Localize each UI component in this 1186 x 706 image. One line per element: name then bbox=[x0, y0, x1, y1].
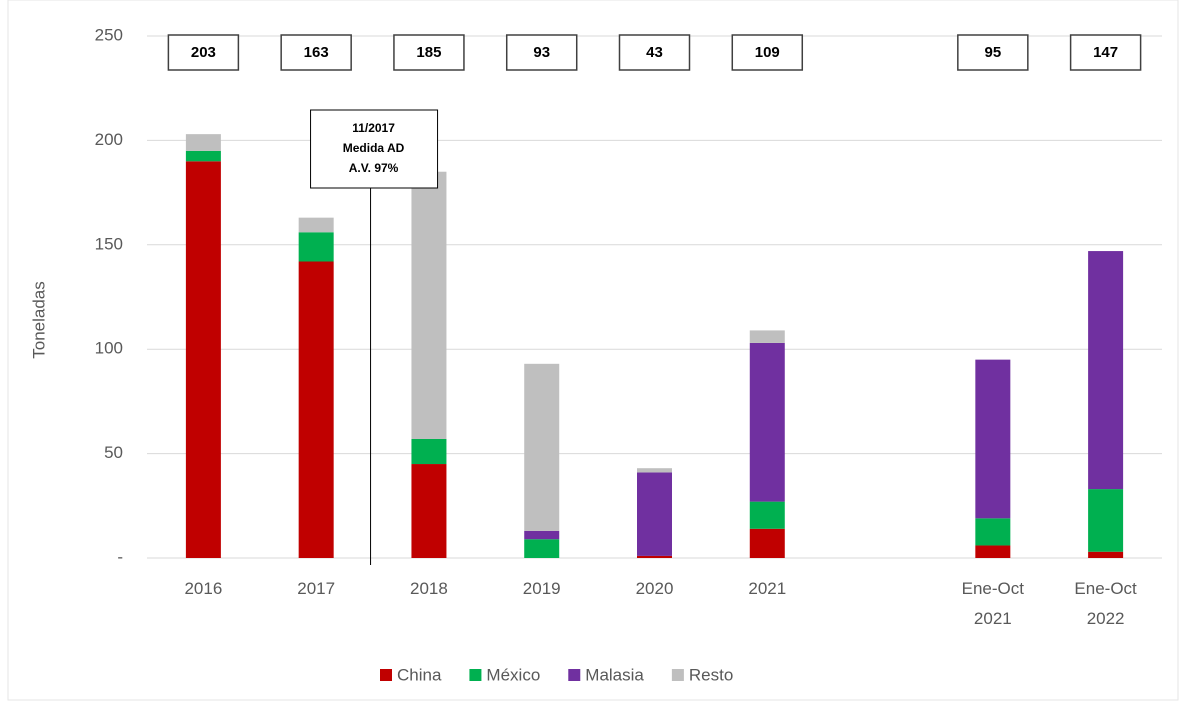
y-tick-label: 100 bbox=[95, 339, 123, 358]
bar-segment bbox=[298, 261, 334, 558]
bar-segment bbox=[637, 555, 672, 558]
y-tick-label: 150 bbox=[95, 234, 123, 253]
legend-swatch bbox=[380, 669, 392, 681]
legend-swatch bbox=[469, 669, 482, 681]
total-box bbox=[393, 34, 465, 71]
bar-segment bbox=[749, 528, 785, 558]
bar-segment bbox=[1088, 489, 1124, 552]
bar-segment bbox=[524, 363, 560, 531]
x-tick-label: 2016 bbox=[184, 579, 222, 598]
x-tick-label: 2017 bbox=[297, 579, 335, 598]
total-box bbox=[957, 34, 1029, 71]
total-label: 163 bbox=[304, 44, 329, 61]
legend-label: Resto bbox=[689, 665, 733, 684]
bar-segment bbox=[749, 501, 785, 529]
x-tick-label-line: 2019 bbox=[523, 579, 561, 598]
total-box bbox=[731, 34, 804, 71]
total-label: 203 bbox=[191, 44, 216, 61]
total-label: 43 bbox=[646, 44, 663, 61]
total-label: 185 bbox=[416, 44, 441, 61]
total-label: 93 bbox=[533, 44, 550, 61]
x-tick-label-line: 2022 bbox=[1087, 609, 1125, 628]
annotation-text: A.V. 97% bbox=[349, 161, 399, 175]
total-box bbox=[618, 34, 691, 71]
total-box bbox=[167, 34, 240, 71]
bar-segment bbox=[185, 161, 221, 558]
x-tick-label: Ene-Oct 2022 bbox=[1074, 579, 1137, 628]
x-tick-label: 2021 bbox=[748, 579, 786, 598]
x-tick-label: 2018 bbox=[410, 579, 448, 598]
bar-segment bbox=[524, 530, 560, 540]
x-tick-label-line: Ene-Oct bbox=[962, 579, 1025, 598]
x-tick-label-line: Ene-Oct bbox=[1074, 579, 1137, 598]
x-tick-label: 2019 bbox=[523, 579, 561, 598]
bar-segment bbox=[185, 150, 221, 162]
bar-segment bbox=[411, 438, 447, 465]
bar-segment bbox=[975, 518, 1011, 546]
y-axis-label: Toneladas bbox=[29, 281, 48, 359]
bar-segment bbox=[185, 134, 221, 151]
bar-segment bbox=[1088, 251, 1124, 490]
bar-segment bbox=[637, 468, 672, 473]
x-tick-label-line: 2018 bbox=[410, 579, 448, 598]
legend-swatch bbox=[568, 669, 581, 681]
bar-segment bbox=[524, 539, 560, 558]
bar-segment bbox=[411, 171, 447, 439]
x-tick-label-line: 2020 bbox=[636, 579, 674, 598]
chart-border bbox=[7, 0, 1179, 701]
total-box bbox=[280, 34, 352, 71]
bar-segment bbox=[749, 342, 785, 502]
x-tick-label: 2020 bbox=[636, 579, 674, 598]
legend-label: México bbox=[486, 665, 540, 684]
total-box bbox=[1069, 34, 1142, 71]
legend-swatch bbox=[671, 669, 684, 681]
x-tick-label: Ene-Oct 2021 bbox=[962, 579, 1025, 628]
x-tick-label-line: 2016 bbox=[184, 579, 222, 598]
bar-segment bbox=[298, 217, 334, 233]
bar-segment bbox=[298, 232, 334, 262]
bar-segment bbox=[749, 330, 785, 343]
bar-segment bbox=[975, 545, 1011, 558]
total-label: 95 bbox=[984, 44, 1001, 61]
annotation-text: Medida AD bbox=[343, 141, 405, 155]
y-tick-label: 50 bbox=[104, 443, 123, 462]
legend-label: Malasia bbox=[585, 665, 644, 684]
bar-segment bbox=[637, 472, 672, 556]
total-box bbox=[505, 34, 578, 71]
x-tick-label-line: 2021 bbox=[974, 609, 1012, 628]
x-tick-label-line: 2021 bbox=[748, 579, 786, 598]
y-tick-label: 250 bbox=[95, 25, 123, 44]
annotation-text: 11/2017 bbox=[352, 121, 395, 135]
y-tick-label: 200 bbox=[95, 130, 123, 149]
x-tick-label-line: 2017 bbox=[297, 579, 335, 598]
total-label: 147 bbox=[1093, 44, 1118, 61]
y-tick-label: - bbox=[117, 547, 123, 566]
total-label: 109 bbox=[755, 44, 780, 61]
bar-segment bbox=[1088, 551, 1124, 558]
bar-segment bbox=[411, 464, 447, 558]
legend-label: China bbox=[397, 665, 442, 684]
annotation-box bbox=[310, 109, 439, 189]
bar-segment bbox=[975, 359, 1011, 519]
